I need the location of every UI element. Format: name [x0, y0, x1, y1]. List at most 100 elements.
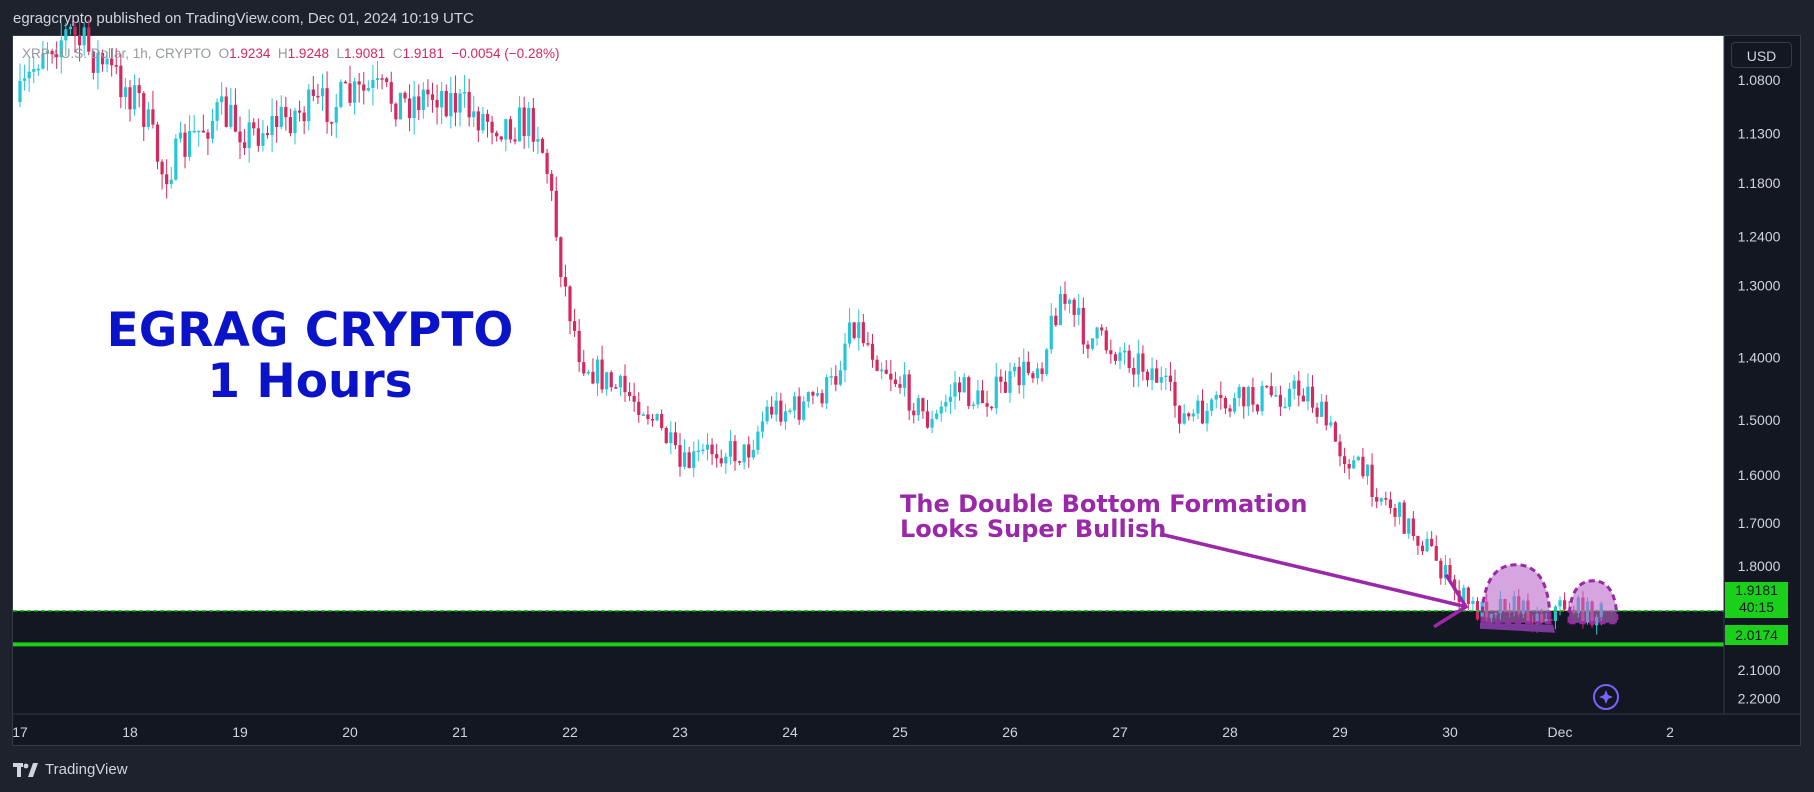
candle-body: [1375, 496, 1379, 502]
candle-body: [1255, 404, 1260, 412]
line-price-tag: 2.0174: [1725, 625, 1788, 645]
candle-body: [1310, 386, 1315, 408]
candle-body: [733, 441, 737, 462]
candle-body: [980, 390, 985, 404]
candle-body: [68, 26, 73, 30]
candle-body: [82, 27, 86, 46]
candle-body: [1035, 368, 1040, 379]
candle-body: [311, 89, 315, 96]
candle-body: [847, 322, 852, 344]
candle-body: [1164, 375, 1168, 378]
candle-body: [747, 444, 751, 458]
candle-body: [944, 401, 948, 407]
candle-body: [1187, 413, 1191, 417]
candle-body: [829, 376, 833, 378]
double-bottom-base: [1480, 622, 1555, 633]
candle-body: [430, 94, 435, 100]
candle-body: [1100, 327, 1104, 331]
candle-body: [50, 50, 54, 55]
candle-body: [1219, 394, 1223, 398]
candle-body: [990, 406, 994, 409]
candle-body: [352, 81, 357, 103]
sparkle-icon[interactable]: [1593, 684, 1619, 710]
candle-body: [504, 119, 508, 140]
candle-body: [1168, 375, 1173, 382]
candle-body: [165, 174, 169, 185]
candle-body: [339, 81, 343, 107]
candle-body: [32, 69, 36, 72]
candle-body: [1416, 536, 1420, 546]
annotation-arrow-line: [1159, 532, 1467, 609]
candle-body: [765, 406, 769, 422]
candle-body: [371, 79, 375, 89]
candle-body: [1145, 371, 1150, 381]
candle-body: [357, 81, 361, 85]
x-tick-label: 30: [1442, 724, 1458, 740]
candle-body: [380, 78, 384, 80]
candle-body: [632, 395, 636, 402]
candle-body: [930, 418, 934, 428]
candle-body: [1191, 413, 1195, 417]
y-tick-label: 1.7000: [1738, 515, 1781, 531]
candle-body: [252, 122, 256, 129]
candle-body: [412, 96, 416, 119]
candle-body: [490, 121, 494, 133]
bottom-bar: TradingView: [0, 748, 1814, 792]
candle-body: [407, 98, 412, 119]
candle-body: [110, 58, 114, 66]
candle-body: [1562, 600, 1567, 610]
candle-body: [160, 161, 164, 175]
candle-body: [293, 110, 297, 134]
candle-body: [609, 372, 613, 388]
candle-body: [1329, 422, 1333, 426]
legend-open-label: O: [218, 46, 230, 61]
candle-body: [1008, 371, 1012, 393]
candle-body: [426, 89, 430, 95]
publisher-text: egragcrypto published on TradingView.com…: [13, 10, 474, 27]
candle-body: [472, 111, 476, 118]
candle-body: [1072, 299, 1076, 315]
candle-body: [265, 133, 270, 136]
candle-body: [582, 362, 586, 374]
symbol-legend: XRP / U.S. Dollar, 1h, CRYPTO O1.9234 H1…: [22, 46, 559, 61]
candle-body: [499, 136, 503, 140]
x-tick-label: 21: [452, 724, 468, 740]
candle-body: [1095, 327, 1099, 339]
candle-body: [59, 40, 63, 58]
candle-body: [792, 396, 797, 411]
legend-symbol[interactable]: XRP / U.S. Dollar, 1h, CRYPTO: [22, 46, 212, 61]
legend-low-label: L: [336, 46, 344, 61]
candle-body: [307, 89, 311, 122]
candle-body: [1434, 546, 1438, 561]
y-tick-label: 1.8000: [1738, 558, 1781, 574]
candle-body: [1246, 387, 1250, 407]
y-tick-label: 2.1000: [1738, 662, 1781, 678]
candle-body: [1466, 587, 1470, 604]
x-tick-label: 19: [232, 724, 248, 740]
x-tick-label: 29: [1332, 724, 1348, 740]
annotation-text[interactable]: The Double Bottom Formation Looks Super …: [900, 492, 1307, 542]
candle-body: [660, 414, 664, 428]
tradingview-logo[interactable]: TradingView: [13, 761, 128, 778]
candle-body: [1452, 579, 1457, 591]
candle-body: [838, 370, 843, 385]
currency-button[interactable]: USD: [1731, 42, 1792, 68]
candle-body: [935, 413, 939, 419]
candle-body: [1320, 401, 1324, 417]
candle-body: [783, 411, 788, 422]
candle-body: [1420, 545, 1425, 552]
candle-body: [1365, 464, 1370, 477]
candle-body: [1430, 538, 1434, 547]
candle-body: [1439, 560, 1443, 579]
overlay-title: EGRAG CRYPTO 1 Hours: [100, 305, 520, 407]
candle-body: [866, 343, 870, 345]
candle-body: [1127, 350, 1131, 368]
candle-body: [962, 377, 966, 393]
candle-body: [91, 51, 95, 73]
legend-close-label: C: [392, 46, 403, 61]
candle-body: [1063, 294, 1067, 304]
candle-body: [545, 152, 549, 174]
candle-body: [1370, 464, 1374, 497]
candle-body: [64, 29, 68, 41]
